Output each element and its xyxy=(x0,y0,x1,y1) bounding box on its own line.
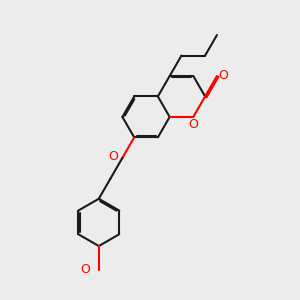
Text: O: O xyxy=(188,118,198,130)
Text: O: O xyxy=(218,70,228,83)
Text: O: O xyxy=(108,150,118,163)
Text: O: O xyxy=(81,263,91,276)
